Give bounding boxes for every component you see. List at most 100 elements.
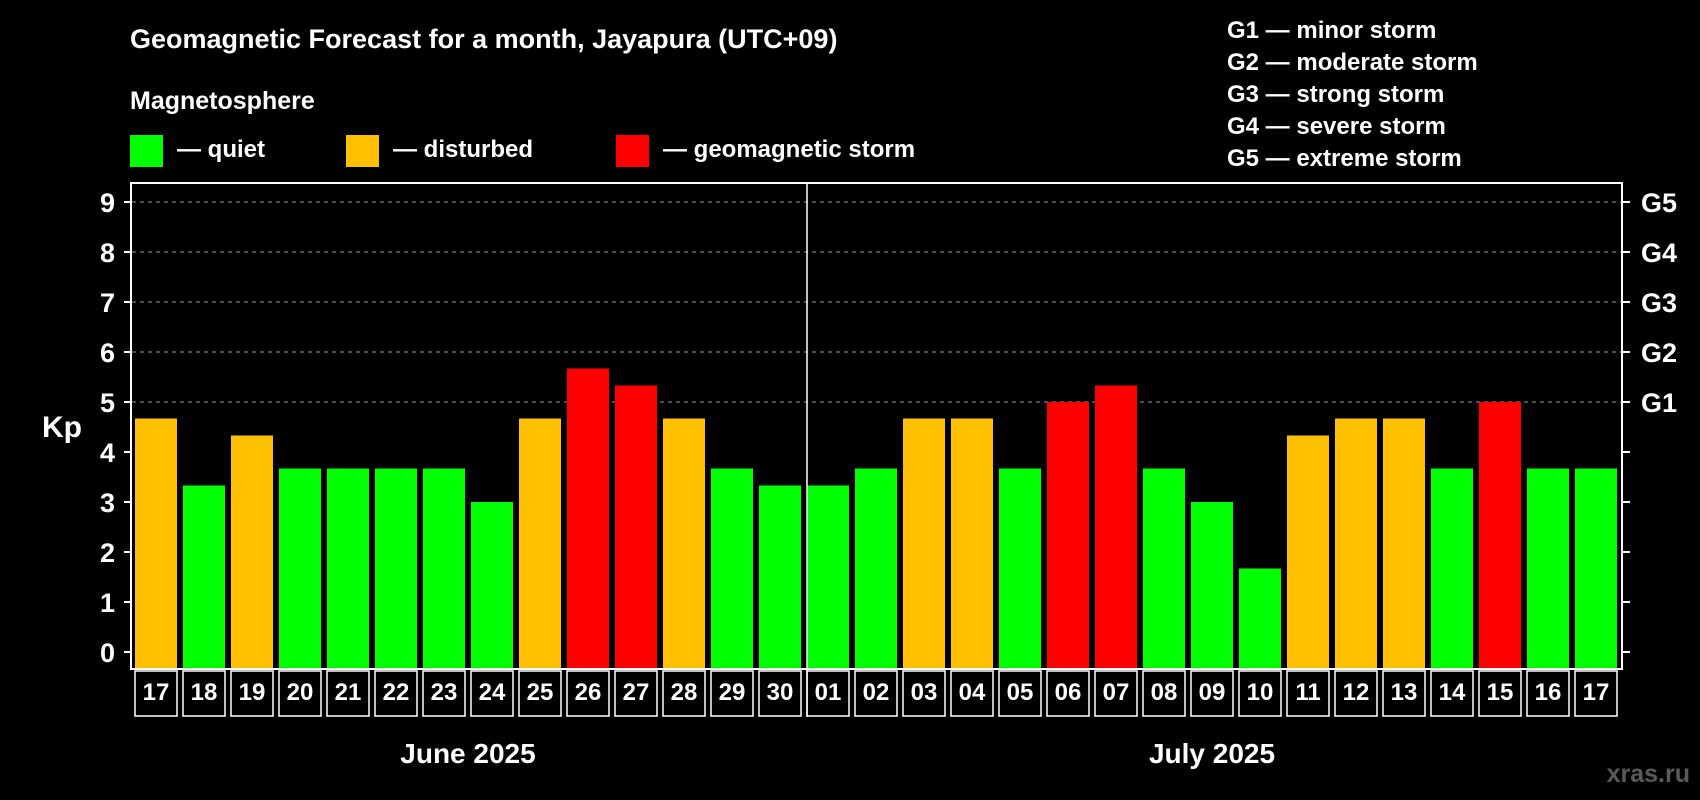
storm-scale-g1: G1 — minor storm xyxy=(1227,17,1436,44)
bar xyxy=(807,485,849,669)
bar xyxy=(1431,468,1473,669)
legend-swatch-disturbed xyxy=(346,135,379,167)
month-labels: June 2025 July 2025 xyxy=(400,738,1275,769)
date-cell xyxy=(422,670,466,717)
date-label: 27 xyxy=(623,679,650,706)
date-cell xyxy=(182,670,226,717)
y-tick-label: 0 xyxy=(100,638,115,668)
date-cell xyxy=(1286,670,1330,717)
bar xyxy=(711,468,753,669)
bar xyxy=(1095,385,1137,669)
date-label: 12 xyxy=(1343,679,1370,706)
bar xyxy=(519,418,561,669)
bar xyxy=(471,502,513,669)
date-cell xyxy=(134,670,178,717)
date-label: 13 xyxy=(1391,679,1418,706)
bar xyxy=(279,468,321,669)
date-label: 02 xyxy=(863,679,890,706)
bar xyxy=(1527,468,1569,669)
date-cell xyxy=(1526,670,1570,717)
bar xyxy=(327,468,369,669)
bar xyxy=(183,485,225,669)
legend-label-storm: — geomagnetic storm xyxy=(663,136,915,163)
y-axis-label: Kp xyxy=(42,411,82,444)
date-label: 01 xyxy=(815,679,842,706)
storm-level-label: G4 xyxy=(1641,238,1677,268)
storm-scale-g5: G5 — extreme storm xyxy=(1227,145,1462,172)
date-cell xyxy=(998,670,1042,717)
bar xyxy=(135,418,177,669)
date-cell xyxy=(1478,670,1522,717)
bar xyxy=(663,418,705,669)
storm-level-label: G2 xyxy=(1641,338,1677,368)
y-tick-label: 1 xyxy=(100,588,115,618)
y-tick-label: 3 xyxy=(100,488,115,518)
date-label: 26 xyxy=(575,679,602,706)
date-cell xyxy=(566,670,610,717)
legend-label-quiet: — quiet xyxy=(177,136,265,163)
legend-swatch-quiet xyxy=(130,135,163,167)
date-label: 24 xyxy=(479,679,506,706)
y-tick-label: 9 xyxy=(100,188,115,218)
date-cell xyxy=(854,670,898,717)
date-cell xyxy=(1094,670,1138,717)
date-cell xyxy=(806,670,850,717)
date-label: 28 xyxy=(671,679,698,706)
bar xyxy=(951,418,993,669)
date-cell xyxy=(278,670,322,717)
month-label: June 2025 xyxy=(400,738,535,769)
right-axis-ticks: G1 G2 G3 G4 G5 xyxy=(1622,188,1677,653)
bar xyxy=(759,485,801,669)
date-label: 19 xyxy=(239,679,266,706)
date-label: 20 xyxy=(287,679,314,706)
storm-scale-g2: G2 — moderate storm xyxy=(1227,49,1478,76)
date-label: 14 xyxy=(1439,679,1466,706)
date-label: 30 xyxy=(767,679,794,706)
date-label: 17 xyxy=(143,679,170,706)
date-cell xyxy=(710,670,754,717)
y-tick-label: 2 xyxy=(100,538,115,568)
bar xyxy=(1383,418,1425,669)
date-cell xyxy=(230,670,274,717)
legend-swatch-storm xyxy=(616,135,649,167)
bar xyxy=(375,468,417,669)
storm-level-label: G5 xyxy=(1641,188,1677,218)
watermark: xras.ru xyxy=(1607,760,1690,788)
date-cell xyxy=(1142,670,1186,717)
bar xyxy=(1047,402,1089,669)
date-cell xyxy=(758,670,802,717)
y-tick-label: 8 xyxy=(100,238,115,268)
date-cell xyxy=(518,670,562,717)
date-cell xyxy=(1574,670,1618,717)
storm-scale-g3: G3 — strong storm xyxy=(1227,81,1444,108)
y-tick-label: 7 xyxy=(100,288,115,318)
legend-title: Magnetosphere xyxy=(130,87,315,115)
date-cell xyxy=(950,670,994,717)
date-label: 21 xyxy=(335,679,362,706)
chart-title: Geomagnetic Forecast for a month, Jayapu… xyxy=(130,24,837,54)
storm-level-label: G3 xyxy=(1641,288,1677,318)
bar xyxy=(615,385,657,669)
bar xyxy=(903,418,945,669)
date-label: 07 xyxy=(1103,679,1130,706)
date-label: 15 xyxy=(1487,679,1514,706)
storm-scale-g4: G4 — severe storm xyxy=(1227,113,1446,140)
y-tick-label: 5 xyxy=(100,388,115,418)
date-label: 08 xyxy=(1151,679,1178,706)
date-label: 06 xyxy=(1055,679,1082,706)
date-labels: 17 18 19 20 21 22 23 24 25 26 27 28 29 30 01 02 03 04 05 06… xyxy=(134,670,1618,717)
date-cell xyxy=(470,670,514,717)
date-cell xyxy=(1430,670,1474,717)
bar xyxy=(1335,418,1377,669)
bars xyxy=(135,368,1617,669)
bar xyxy=(567,368,609,669)
date-cell xyxy=(326,670,370,717)
plot-frame xyxy=(130,182,1623,670)
legend-label-disturbed: — disturbed xyxy=(393,136,533,163)
y-tick-label: 6 xyxy=(100,338,115,368)
date-label: 16 xyxy=(1535,679,1562,706)
bar xyxy=(855,468,897,669)
date-label: 10 xyxy=(1247,679,1274,706)
date-cell xyxy=(1190,670,1234,717)
